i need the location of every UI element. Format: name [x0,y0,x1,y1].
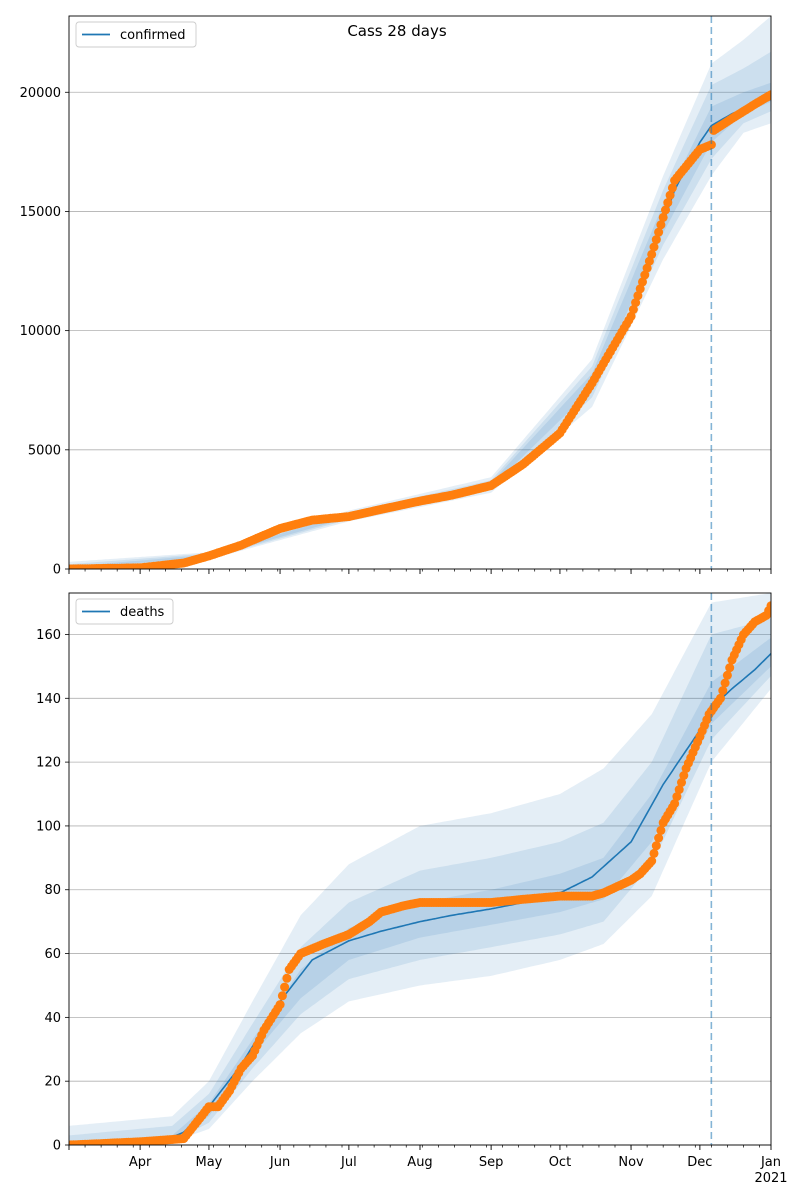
data-point [277,991,287,1001]
x-year-label: 2021 [754,1171,787,1186]
band-outer [69,16,771,569]
data-point [280,982,290,992]
data-point [706,140,716,150]
data-point [651,841,661,851]
legend-label: deaths [120,605,165,620]
data-point [642,263,652,273]
data-point [647,856,657,866]
confirmed-panel: 0 5000 10000 15000 20000 confirmed [20,15,772,578]
data-point [631,298,641,308]
deaths-panel: 0 20 40 60 80 100 120 140 160 Apr May Jun Jul Aug Sep O… [36,592,788,1186]
data-point [282,973,292,983]
y-tick-label: 100 [36,819,61,834]
data-point [665,190,675,200]
y-tick-label: 0 [53,563,61,578]
x-tick-label: Jun [269,1155,290,1170]
data-point [722,670,732,680]
data-point [649,848,659,858]
x-tick-label: Dec [687,1155,712,1170]
y-tick-label: 20000 [20,86,61,101]
legend-label: confirmed [120,28,186,43]
data-point [275,1000,285,1010]
data-point [638,277,647,287]
y-tick-label: 10000 [20,324,61,339]
data-point [672,792,682,802]
data-point [766,601,771,611]
y-tick-label: 60 [44,947,61,962]
x-tick-label: Aug [407,1155,432,1170]
x-tick-label: May [195,1155,222,1170]
data-point [640,270,650,280]
data-point [654,833,664,843]
axes-frame [68,15,772,570]
y-tick-label: 160 [36,628,61,643]
plot-area [69,593,771,1145]
data-point [716,693,725,703]
data-point [670,799,680,809]
data-point [656,220,666,230]
y-tick-label: 15000 [20,205,61,220]
y-tick-label: 0 [53,1139,61,1154]
data-point [677,778,686,787]
y-tick-label: 80 [44,883,61,898]
data-point [766,90,771,100]
y-tick-label: 120 [36,756,61,771]
data-point [628,305,638,314]
legend-box [75,598,174,625]
band-middle [69,618,771,1145]
data-point [674,785,684,795]
band-middle [69,51,771,569]
x-tick-label: Jul [340,1155,357,1170]
band-inner [69,82,771,569]
plot-area [69,16,771,569]
data-point [654,227,664,237]
x-tick-label: Nov [618,1155,644,1170]
y-tick-label: 5000 [28,443,61,458]
data-point [718,686,728,696]
data-point [725,663,735,673]
figure-title: Cass 28 days [347,22,447,40]
data-point [649,242,659,252]
data-point [651,235,661,245]
data-point [635,284,645,294]
x-tick-label: Jan [760,1155,781,1170]
legend-box [75,21,197,48]
data-point [633,291,643,301]
x-tick-label: Apr [129,1155,152,1170]
legend: confirmed [75,21,197,48]
data-point [661,205,670,215]
data-point [667,183,677,193]
data-point [656,825,666,835]
y-tick-label: 40 [44,1011,61,1026]
x-tick-label: Sep [479,1155,504,1170]
y-tick-label: 140 [36,692,61,707]
data-point [720,678,730,688]
data-point [658,212,668,222]
legend: deaths [75,598,174,625]
data-point [679,771,689,780]
x-tick-label: Oct [549,1155,571,1170]
data-point [644,256,654,266]
data-point [626,311,636,321]
y-tick-label: 20 [44,1075,61,1090]
data-point [663,198,673,208]
band-outer [69,593,771,1145]
data-point [647,249,657,259]
